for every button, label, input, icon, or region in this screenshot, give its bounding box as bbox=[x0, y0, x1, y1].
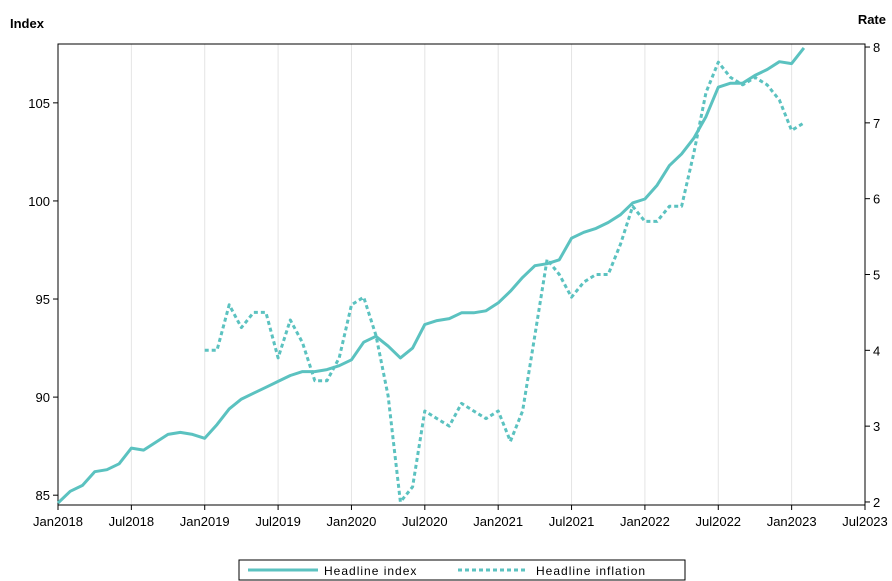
right-tick-label: 3 bbox=[873, 419, 880, 434]
right-tick-label: 5 bbox=[873, 268, 880, 283]
right-tick-label: 8 bbox=[873, 40, 880, 55]
legend-label-headline-inflation: Headline inflation bbox=[536, 564, 646, 578]
legend: Headline index Headline inflation bbox=[238, 559, 686, 581]
right-tick-label: 7 bbox=[873, 116, 880, 131]
x-tick-label: Jul2022 bbox=[695, 514, 741, 529]
x-tick-label: Jan2022 bbox=[620, 514, 670, 529]
right-tick-label: 4 bbox=[873, 343, 880, 358]
x-tick-label: Jul2023 bbox=[842, 514, 888, 529]
vertical-grid bbox=[57, 44, 866, 505]
legend-label-headline-index: Headline index bbox=[324, 564, 417, 578]
series-headline-index bbox=[56, 46, 806, 505]
left-axis: 85 90 95 100 105 bbox=[28, 96, 58, 503]
right-axis-title: Rate bbox=[858, 12, 886, 27]
right-axis: 2 3 4 5 6 7 8 bbox=[865, 40, 880, 510]
left-tick-label: 95 bbox=[36, 292, 50, 307]
x-tick-label: Jul2018 bbox=[109, 514, 155, 529]
left-axis-title: Index bbox=[10, 16, 45, 31]
x-tick-label: Jan2020 bbox=[327, 514, 377, 529]
x-axis: Jan2018 Jul2018 Jan2019 Jul2019 Jan2020 Jul20… bbox=[33, 505, 888, 529]
left-tick-label: 105 bbox=[28, 96, 50, 111]
left-tick-label: 100 bbox=[28, 194, 50, 209]
x-tick-label: Jul2020 bbox=[402, 514, 448, 529]
x-tick-label: Jan2019 bbox=[180, 514, 230, 529]
x-tick-label: Jul2021 bbox=[549, 514, 595, 529]
series-headline-inflation bbox=[204, 60, 805, 504]
x-tick-label: Jan2021 bbox=[473, 514, 523, 529]
x-tick-label: Jan2023 bbox=[767, 514, 817, 529]
plot-frame bbox=[57, 43, 866, 506]
x-tick-label: Jan2018 bbox=[33, 514, 83, 529]
right-tick-label: 2 bbox=[873, 495, 880, 510]
right-tick-label: 6 bbox=[873, 192, 880, 207]
x-tick-label: Jul2019 bbox=[255, 514, 301, 529]
left-tick-label: 90 bbox=[36, 390, 50, 405]
left-tick-label: 85 bbox=[36, 488, 50, 503]
series-layer bbox=[56, 46, 806, 505]
